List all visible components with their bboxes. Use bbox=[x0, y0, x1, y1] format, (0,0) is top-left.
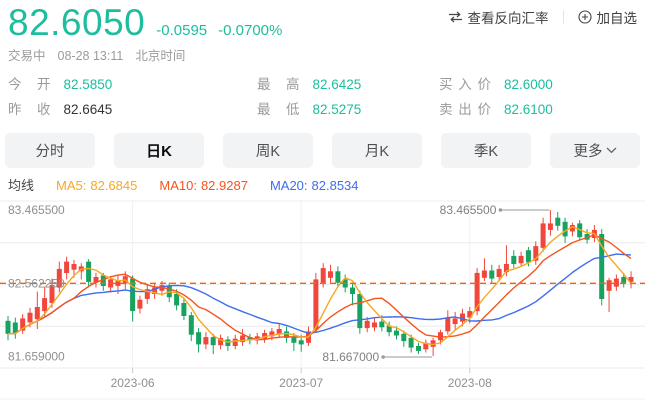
quote-header: 82.6050 -0.0595 -0.0700% 查看反向汇率 bbox=[0, 0, 645, 64]
stat-prev-close: 昨 收 82.6645 bbox=[8, 102, 113, 117]
timezone-label: 北京时间 bbox=[135, 49, 186, 63]
stat-high: 最 高 82.6425 bbox=[257, 77, 362, 92]
reverse-rate-link[interactable]: 查看反向汇率 bbox=[448, 7, 549, 27]
trading-status-row: 交易中 08-28 13:11 北京时间 bbox=[8, 48, 637, 64]
svg-text:82.562250: 82.562250 bbox=[8, 276, 65, 290]
stat-open: 今 开 82.5850 bbox=[8, 77, 113, 92]
quote-datetime: 08-28 13:11 bbox=[57, 49, 124, 63]
price-change-percent: -0.0700% bbox=[218, 22, 283, 39]
add-watchlist-label: 加自选 bbox=[596, 11, 638, 26]
plus-circle-icon bbox=[577, 10, 592, 24]
quote-stats-grid: 今 开 82.5850 最 高 82.6425 买 入 价 82.6000 昨 … bbox=[0, 76, 645, 118]
tab-more-label: 更多 bbox=[573, 144, 603, 160]
reverse-rate-label: 查看反向汇率 bbox=[467, 11, 549, 26]
actions-divider bbox=[562, 10, 564, 24]
chevron-down-icon bbox=[606, 147, 616, 154]
ma-legend: 均线 MA5: 82.6845 MA10: 82.9287 MA20: 82.8… bbox=[0, 178, 645, 193]
ma5-legend: MA5: 82.6845 bbox=[56, 178, 138, 193]
current-price: 82.6050 bbox=[8, 2, 146, 43]
ma20-legend: MA20: 82.8534 bbox=[269, 178, 359, 193]
svg-text:83.465500: 83.465500 bbox=[8, 203, 65, 217]
tab-more[interactable]: 更多 bbox=[550, 133, 640, 168]
tab-daily-k[interactable]: 日K bbox=[114, 133, 204, 168]
header-actions: 查看反向汇率 加自选 bbox=[448, 2, 638, 27]
trading-status: 交易中 bbox=[8, 49, 46, 63]
period-tabs: 分时 日K 周K 月K 季K 更多 bbox=[0, 133, 645, 168]
tab-weekly-k[interactable]: 周K bbox=[223, 133, 313, 168]
stat-low: 最 低 82.5275 bbox=[257, 102, 362, 117]
add-watchlist-link[interactable]: 加自选 bbox=[577, 7, 638, 27]
svg-text:2023-07: 2023-07 bbox=[279, 376, 323, 390]
svg-text:83.465500: 83.465500 bbox=[440, 203, 497, 217]
swap-arrows-icon bbox=[448, 11, 462, 23]
candlestick-chart[interactable]: 2023-06 2023-07 2023-08 83.465500 82.562250 8… bbox=[0, 197, 645, 405]
ma10-legend: MA10: 82.9287 bbox=[159, 178, 248, 193]
svg-text:81.659000: 81.659000 bbox=[8, 350, 65, 364]
tab-monthly-k[interactable]: 月K bbox=[332, 133, 422, 168]
tab-quarterly-k[interactable]: 季K bbox=[441, 133, 531, 168]
price-change: -0.0595 bbox=[156, 22, 208, 39]
tab-time-share[interactable]: 分时 bbox=[5, 133, 95, 168]
ma-legend-title: 均线 bbox=[8, 178, 35, 193]
stat-bid-price: 买 入 价 82.6000 bbox=[439, 77, 553, 92]
svg-text:2023-06: 2023-06 bbox=[111, 376, 155, 390]
svg-text:81.667000: 81.667000 bbox=[322, 350, 379, 364]
svg-text:2023-08: 2023-08 bbox=[448, 376, 492, 390]
stat-ask-price: 卖 出 价 82.6100 bbox=[439, 102, 553, 117]
